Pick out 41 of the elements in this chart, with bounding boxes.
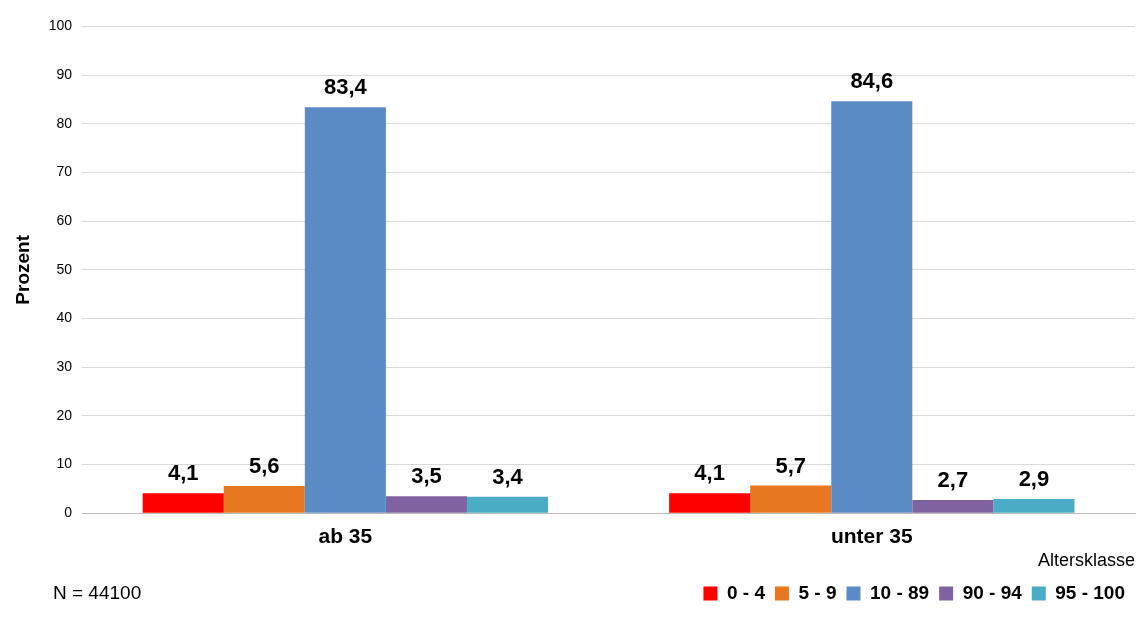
y-tick-label: 90 (56, 65, 73, 82)
data-label: 83,4 (323, 74, 368, 100)
bar (831, 101, 913, 513)
y-tick-label: 30 (56, 358, 73, 375)
y-tick-label: 0 (64, 504, 73, 521)
bar (993, 499, 1075, 513)
x-tick-label: ab 35 (318, 523, 373, 547)
data-label: 2,7 (937, 467, 969, 493)
y-tick-label: 40 (56, 309, 73, 326)
legend-label: 5 - 9 (798, 581, 837, 603)
legend-title: Altersklasse (1037, 550, 1135, 571)
y-tick-label: 10 (56, 455, 73, 472)
y-tick-label: 20 (56, 406, 73, 423)
bar (750, 485, 832, 513)
data-label: 3,4 (492, 463, 524, 489)
data-label: 3,5 (411, 463, 442, 489)
bar (669, 493, 751, 513)
data-label: 2,9 (1018, 466, 1050, 492)
legend-label: 10 - 89 (869, 581, 930, 603)
legend-label: 95 - 100 (1055, 581, 1126, 603)
data-label: 84,6 (850, 68, 894, 94)
data-label: 5,7 (775, 452, 807, 478)
data-label: 5,6 (249, 453, 280, 478)
y-tick-label: 50 (56, 260, 73, 277)
data-label: 4,1 (167, 460, 199, 486)
y-tick-label: 80 (56, 114, 73, 131)
y-tick-label: 70 (56, 163, 73, 180)
bar (142, 493, 224, 513)
bar (466, 496, 549, 513)
y-tick-label: 60 (56, 211, 73, 228)
y-axis-title: Prozent (11, 234, 33, 305)
bar (385, 496, 467, 513)
y-tick-label: 100 (48, 17, 73, 34)
x-tick-label: unter 35 (830, 523, 913, 547)
legend-label: 0 - 4 (726, 581, 766, 603)
data-label: 4,1 (694, 460, 725, 486)
legend-label: 90 - 94 (962, 581, 1023, 603)
text: N = 44100 (53, 581, 142, 603)
bar (223, 485, 305, 513)
bar (304, 107, 386, 513)
bar (912, 500, 994, 513)
